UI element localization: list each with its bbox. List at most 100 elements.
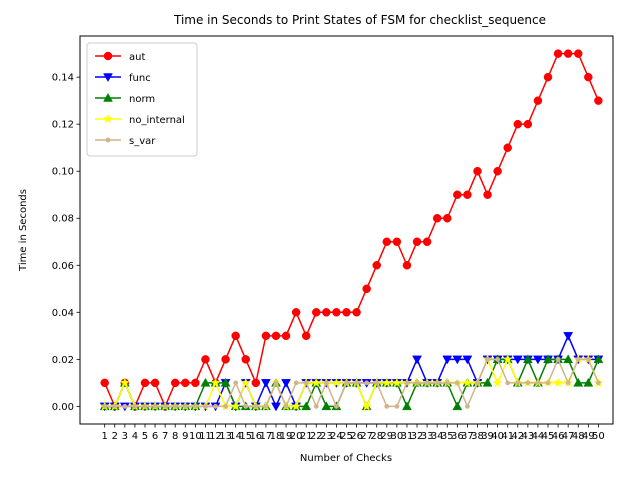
data-point-aut — [251, 378, 261, 388]
data-point-no_internal — [502, 354, 513, 364]
data-point-s_var — [374, 380, 380, 386]
x-tick-label: 4 — [132, 431, 138, 442]
data-point-s_var — [333, 403, 339, 409]
x-tick-label: 24 — [330, 431, 343, 442]
data-point-no_internal — [210, 377, 221, 388]
data-point-norm — [220, 377, 231, 387]
data-point-s_var — [273, 380, 279, 386]
x-tick-label: 19 — [280, 431, 293, 442]
data-point-s_var — [454, 380, 460, 386]
data-point-aut — [372, 261, 381, 270]
data-point-aut — [553, 49, 563, 58]
data-point-aut — [533, 96, 543, 105]
data-point-func — [442, 355, 453, 365]
data-point-func — [462, 355, 473, 365]
legend-label: aut — [129, 52, 145, 63]
x-tick-label: 11 — [199, 431, 212, 442]
data-point-aut — [241, 355, 250, 364]
y-axis-label: Time in Seconds — [18, 189, 29, 272]
data-point-aut — [422, 237, 432, 247]
data-point-aut — [362, 284, 371, 294]
data-point-s_var — [182, 403, 188, 409]
data-point-norm — [563, 354, 574, 364]
x-tick-label: 36 — [451, 431, 464, 442]
x-tick-label: 44 — [532, 431, 545, 442]
x-tick-label: 46 — [552, 431, 565, 442]
data-point-no_internal — [240, 377, 251, 388]
x-tick-label: 50 — [592, 431, 605, 442]
x-tick-label: 6 — [152, 431, 158, 442]
data-point-s_var — [495, 356, 501, 362]
data-point-s_var — [323, 380, 329, 386]
data-point-s_var — [132, 403, 138, 409]
x-axis-label: Number of Checks — [300, 453, 392, 464]
data-point-s_var — [122, 403, 128, 409]
data-point-norm — [301, 401, 312, 411]
data-point-no_internal — [311, 377, 322, 388]
data-point-s_var — [223, 403, 229, 409]
data-point-s_var — [384, 403, 390, 409]
data-point-aut — [352, 308, 361, 317]
data-point-s_var — [213, 403, 218, 409]
data-point-s_var — [364, 380, 370, 386]
data-point-no_internal — [291, 401, 302, 411]
data-point-s_var — [595, 380, 601, 386]
x-tick-label: 32 — [411, 431, 424, 442]
data-point-aut — [402, 261, 412, 270]
data-point-s_var — [575, 356, 581, 362]
data-point-s_var — [263, 403, 269, 409]
x-tick-label: 3 — [122, 431, 128, 442]
series-line-func — [104, 333, 599, 409]
legend-label: s_var — [129, 136, 156, 147]
x-tick-label: 9 — [182, 431, 188, 442]
data-point-s_var — [313, 403, 319, 409]
legend-label: norm — [129, 94, 155, 105]
data-point-aut — [412, 237, 422, 247]
data-point-func — [452, 355, 463, 365]
data-point-s_var — [394, 403, 400, 409]
data-point-no_internal — [381, 377, 392, 388]
data-point-s_var — [162, 403, 168, 409]
data-point-s_var — [142, 403, 148, 409]
x-tick-label: 26 — [350, 431, 363, 442]
x-tick-label: 12 — [209, 431, 222, 442]
data-point-aut — [140, 378, 150, 388]
data-point-aut — [281, 331, 291, 341]
data-point-s_var — [404, 380, 410, 386]
data-point-aut — [312, 308, 321, 317]
data-point-aut — [322, 308, 331, 317]
data-point-norm — [593, 354, 604, 364]
x-tick-label: 5 — [142, 431, 148, 442]
data-point-s_var — [253, 403, 259, 409]
x-tick-label: 21 — [300, 431, 313, 442]
data-point-aut — [291, 308, 301, 317]
x-tick-label: 49 — [582, 431, 595, 442]
x-tick-label: 30 — [391, 431, 404, 442]
x-tick-label: 13 — [219, 431, 232, 442]
data-point-aut — [332, 308, 341, 317]
data-point-no_internal — [230, 401, 241, 411]
data-point-norm — [583, 377, 594, 387]
data-point-aut — [221, 355, 230, 364]
x-tick-label: 14 — [229, 431, 242, 442]
data-point-s_var — [414, 380, 420, 386]
legend-label: func — [129, 73, 151, 84]
data-point-s_var — [354, 380, 360, 386]
x-tick-label: 37 — [461, 431, 474, 442]
x-tick-label: 48 — [572, 431, 585, 442]
data-point-no_internal — [462, 377, 473, 388]
y-tick-label: 0.14 — [52, 73, 74, 84]
data-point-no_internal — [331, 377, 342, 388]
data-point-s_var — [112, 403, 118, 409]
x-tick-label: 23 — [320, 431, 333, 442]
data-point-norm — [200, 377, 211, 387]
y-tick-label: 0.02 — [52, 355, 74, 366]
data-point-s_var — [464, 403, 470, 409]
data-point-s_var — [152, 403, 158, 409]
data-point-aut — [271, 331, 281, 341]
legend-marker — [103, 113, 113, 124]
legend-marker — [103, 92, 113, 102]
legend-item-aut: aut — [95, 51, 145, 63]
data-point-aut — [473, 166, 482, 176]
x-tick-label: 47 — [562, 431, 575, 442]
